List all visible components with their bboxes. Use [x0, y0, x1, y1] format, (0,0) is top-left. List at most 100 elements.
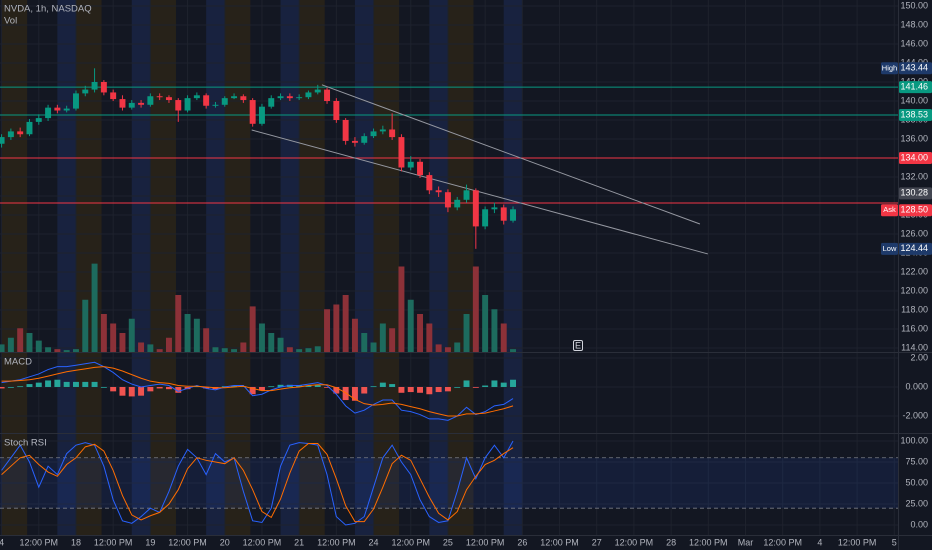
candle-body — [351, 140, 358, 143]
macd-histogram-bar — [156, 386, 163, 389]
candle-body — [203, 95, 210, 106]
volume-bar — [398, 266, 405, 352]
macd-histogram-bar — [128, 386, 135, 397]
candle-body — [277, 96, 284, 99]
candle-body — [7, 131, 14, 138]
trendline — [251, 129, 708, 255]
x-tick-label: 12:00 PM — [317, 537, 356, 547]
volume-bar — [26, 333, 33, 352]
candle-body — [72, 93, 79, 109]
postmarket-shade — [354, 0, 374, 535]
marker-name-box — [881, 62, 898, 75]
volume-bar — [128, 318, 135, 352]
volume-bar — [72, 349, 79, 352]
candle-body — [17, 131, 24, 135]
volume-bar — [510, 349, 516, 352]
macd-histogram-bar — [72, 381, 79, 387]
macd-histogram-bar — [314, 384, 321, 387]
volume-bar — [231, 349, 238, 352]
macd-line — [1, 366, 514, 417]
candle-body — [296, 97, 303, 99]
marker-label: 124.44 — [900, 243, 928, 253]
level-label: 134.00 — [900, 152, 928, 162]
postmarket-shade — [280, 0, 300, 535]
candle-body — [63, 108, 70, 111]
macd-histogram-bar — [165, 386, 172, 390]
y-tick-label: 0.000 — [905, 381, 928, 391]
macd-histogram-bar — [407, 386, 414, 393]
volume-bar — [35, 340, 42, 352]
volume-bar — [277, 337, 284, 352]
candle-body — [138, 102, 145, 105]
x-tick-label: 24 — [369, 537, 379, 547]
level-label-box — [899, 81, 932, 94]
macd-histogram-bar — [26, 384, 33, 387]
volume-bar — [119, 333, 126, 352]
premarket-shade — [150, 0, 176, 535]
x-tick-label: 4 — [0, 537, 4, 547]
macd-histogram-bar — [417, 386, 424, 393]
volume-bar — [212, 347, 219, 352]
candle-body — [333, 100, 340, 120]
volume-bar — [156, 349, 163, 352]
macd-histogram-bar — [231, 385, 238, 387]
candle-body — [110, 92, 117, 100]
macd-histogram-bar — [203, 386, 210, 389]
candle-body — [119, 99, 126, 108]
candle-body — [463, 190, 470, 200]
y-tick-label: 50.00 — [905, 477, 928, 487]
volume-bar — [342, 295, 349, 352]
volume-bar — [500, 323, 507, 352]
x-tick-label: 12:00 PM — [838, 537, 877, 547]
marker-label: 130.28 — [900, 188, 928, 198]
y-tick-label: 75.00 — [905, 456, 928, 466]
premarket-shade — [447, 0, 474, 535]
volume-bar — [435, 344, 442, 352]
macd-histogram-bar — [324, 386, 331, 388]
candle-body — [389, 129, 396, 138]
candle-body — [268, 98, 275, 107]
postmarket-shade — [206, 0, 225, 535]
macd-histogram-bar — [119, 386, 126, 396]
volume-bar — [138, 342, 145, 352]
candle-body — [370, 131, 377, 137]
volume-bar — [240, 342, 247, 352]
level-label-box — [899, 108, 932, 121]
candle-body — [165, 97, 172, 101]
y-tick-label: 118.00 — [901, 304, 928, 314]
macd-histogram-bar — [63, 381, 70, 387]
postmarket-shade — [429, 0, 448, 535]
macd-histogram-bar — [147, 386, 154, 392]
earnings-marker[interactable] — [573, 340, 583, 351]
x-tick-label: 12:00 PM — [243, 537, 282, 547]
volume-bar — [426, 323, 433, 352]
candle-body — [35, 118, 42, 122]
macd-histogram-bar — [305, 385, 312, 387]
candle-body — [193, 95, 200, 99]
candle-body — [221, 98, 228, 105]
volume-bar — [286, 347, 293, 352]
x-tick-label: 26 — [517, 537, 527, 547]
candle-body — [240, 96, 247, 101]
macd-histogram-bar — [426, 386, 433, 395]
volume-bar — [417, 314, 424, 352]
candle-body — [305, 92, 312, 98]
macd-histogram-bar — [82, 381, 89, 387]
premarket-shade — [373, 0, 400, 535]
y-tick-label: 2.00 — [910, 352, 928, 362]
macd-histogram-bar — [389, 384, 396, 387]
macd-histogram-bar — [268, 386, 275, 388]
candle-body — [398, 137, 405, 168]
marker-box — [899, 204, 932, 217]
macd-histogram-bar — [398, 386, 405, 393]
volume-bar — [324, 309, 331, 352]
volume-bar — [184, 314, 191, 352]
macd-histogram-bar — [361, 386, 368, 394]
macd-histogram-bar — [54, 379, 61, 387]
candle-body — [324, 89, 331, 101]
x-tick-label: 25 — [443, 537, 453, 547]
premarket-shade — [224, 0, 251, 535]
earnings-label[interactable]: E — [575, 340, 581, 350]
volume-bar — [17, 328, 24, 352]
x-tick-label: 12:00 PM — [466, 537, 505, 547]
